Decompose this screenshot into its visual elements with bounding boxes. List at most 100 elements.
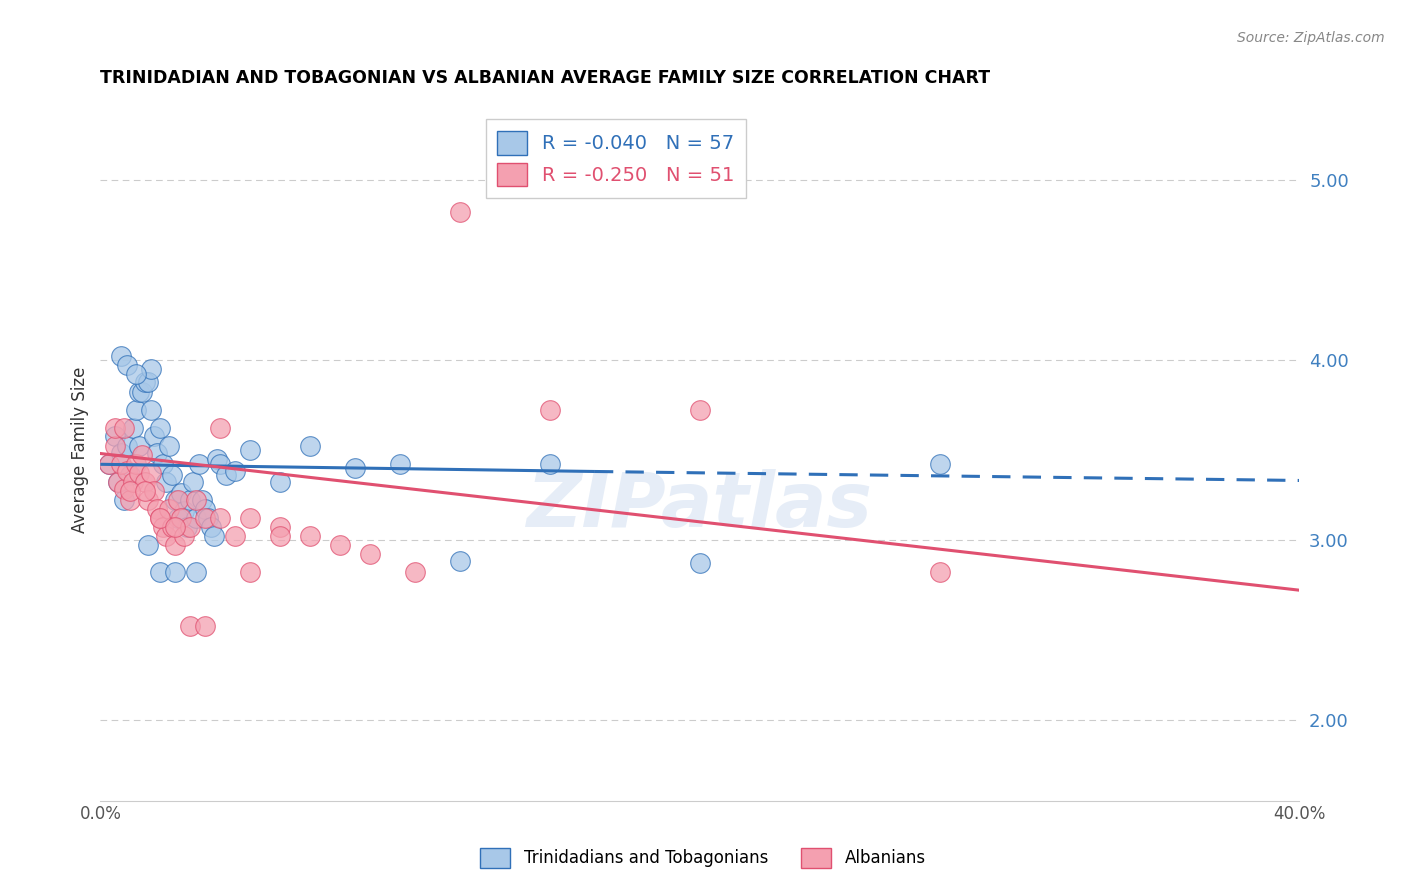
- Point: [209, 458, 232, 472]
- Point: [117, 465, 139, 479]
- Point: [157, 439, 180, 453]
- Point: [98, 458, 121, 472]
- Point: [141, 362, 163, 376]
- Point: [209, 421, 232, 435]
- Point: [134, 375, 156, 389]
- Point: [188, 458, 211, 472]
- Point: [173, 529, 195, 543]
- Point: [149, 511, 172, 525]
- Point: [149, 511, 172, 525]
- Point: [125, 368, 148, 382]
- Point: [110, 458, 132, 472]
- Point: [112, 493, 135, 508]
- Point: [165, 520, 187, 534]
- Point: [134, 475, 156, 490]
- Point: [98, 458, 121, 472]
- Point: [389, 458, 412, 472]
- Point: [170, 486, 193, 500]
- Point: [202, 529, 225, 543]
- Point: [538, 403, 561, 417]
- Point: [186, 493, 208, 508]
- Point: [197, 511, 219, 525]
- Point: [141, 403, 163, 417]
- Legend: Trinidadians and Tobagonians, Albanians: Trinidadians and Tobagonians, Albanians: [474, 841, 932, 875]
- Point: [117, 439, 139, 453]
- Y-axis label: Average Family Size: Average Family Size: [72, 367, 89, 533]
- Point: [120, 468, 142, 483]
- Point: [128, 467, 150, 481]
- Point: [157, 502, 180, 516]
- Point: [149, 421, 172, 435]
- Point: [112, 421, 135, 435]
- Point: [143, 428, 166, 442]
- Point: [329, 538, 352, 552]
- Point: [689, 403, 711, 417]
- Text: Source: ZipAtlas.com: Source: ZipAtlas.com: [1237, 31, 1385, 45]
- Point: [165, 493, 187, 508]
- Point: [194, 511, 217, 525]
- Point: [173, 504, 195, 518]
- Point: [404, 565, 426, 579]
- Point: [224, 465, 246, 479]
- Point: [155, 529, 177, 543]
- Point: [136, 375, 159, 389]
- Point: [176, 520, 198, 534]
- Point: [449, 205, 471, 219]
- Point: [689, 556, 711, 570]
- Point: [125, 403, 148, 417]
- Point: [299, 529, 322, 543]
- Point: [239, 511, 262, 525]
- Point: [359, 547, 381, 561]
- Point: [186, 565, 208, 579]
- Point: [186, 511, 208, 525]
- Point: [179, 619, 201, 633]
- Point: [269, 475, 291, 490]
- Point: [239, 442, 262, 457]
- Point: [117, 359, 139, 373]
- Point: [131, 385, 153, 400]
- Point: [181, 475, 204, 490]
- Legend: R = -0.040   N = 57, R = -0.250   N = 51: R = -0.040 N = 57, R = -0.250 N = 51: [485, 120, 747, 198]
- Point: [269, 529, 291, 543]
- Point: [344, 461, 367, 475]
- Point: [146, 446, 169, 460]
- Point: [141, 467, 163, 481]
- Point: [125, 458, 148, 472]
- Point: [194, 502, 217, 516]
- Point: [155, 475, 177, 490]
- Point: [224, 529, 246, 543]
- Point: [209, 511, 232, 525]
- Point: [107, 475, 129, 490]
- Point: [128, 439, 150, 453]
- Point: [538, 458, 561, 472]
- Point: [165, 565, 187, 579]
- Point: [179, 520, 201, 534]
- Point: [194, 619, 217, 633]
- Text: TRINIDADIAN AND TOBAGONIAN VS ALBANIAN AVERAGE FAMILY SIZE CORRELATION CHART: TRINIDADIAN AND TOBAGONIAN VS ALBANIAN A…: [100, 69, 990, 87]
- Point: [162, 468, 184, 483]
- Point: [120, 484, 142, 499]
- Point: [136, 493, 159, 508]
- Point: [110, 446, 132, 460]
- Text: ZIPatlas: ZIPatlas: [527, 469, 873, 543]
- Point: [104, 439, 127, 453]
- Point: [179, 493, 201, 508]
- Point: [122, 475, 145, 490]
- Point: [167, 493, 190, 508]
- Point: [207, 451, 229, 466]
- Point: [149, 565, 172, 579]
- Point: [131, 448, 153, 462]
- Point: [104, 421, 127, 435]
- Point: [165, 538, 187, 552]
- Point: [239, 565, 262, 579]
- Point: [122, 421, 145, 435]
- Point: [104, 428, 127, 442]
- Point: [449, 554, 471, 568]
- Point: [107, 475, 129, 490]
- Point: [191, 493, 214, 508]
- Point: [167, 511, 190, 525]
- Point: [170, 511, 193, 525]
- Point: [152, 458, 174, 472]
- Point: [110, 350, 132, 364]
- Point: [112, 483, 135, 497]
